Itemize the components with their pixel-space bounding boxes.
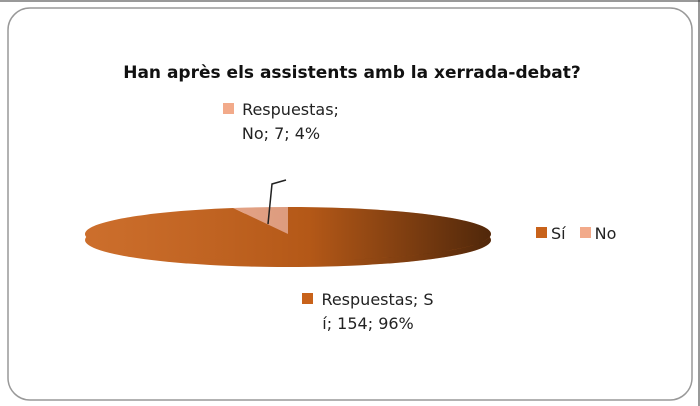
chart-title: Han après els assistents amb la xerrada-… xyxy=(123,63,581,83)
legend-item: No xyxy=(579,224,617,243)
data-label-text: Respuestas; No; 7; 4% xyxy=(241,100,339,143)
legend: Sí No xyxy=(536,224,616,243)
legend-label: Sí xyxy=(551,224,566,243)
label-swatch xyxy=(302,293,314,304)
label-swatch xyxy=(223,103,235,114)
chart-border xyxy=(7,7,693,401)
legend-swatch xyxy=(536,227,547,238)
leader-line xyxy=(267,179,287,225)
legend-item: Sí xyxy=(536,224,566,243)
pie xyxy=(85,207,492,267)
pie-slice xyxy=(85,207,492,262)
legend-swatch xyxy=(579,227,591,238)
data-label: Respuestas; Sí; 154; 96% xyxy=(298,288,438,336)
data-label: Respuestas; No; 7; 4% xyxy=(222,98,340,146)
data-label-text: Respuestas; Sí; 154; 96% xyxy=(321,290,434,333)
legend-label: No xyxy=(594,224,617,243)
